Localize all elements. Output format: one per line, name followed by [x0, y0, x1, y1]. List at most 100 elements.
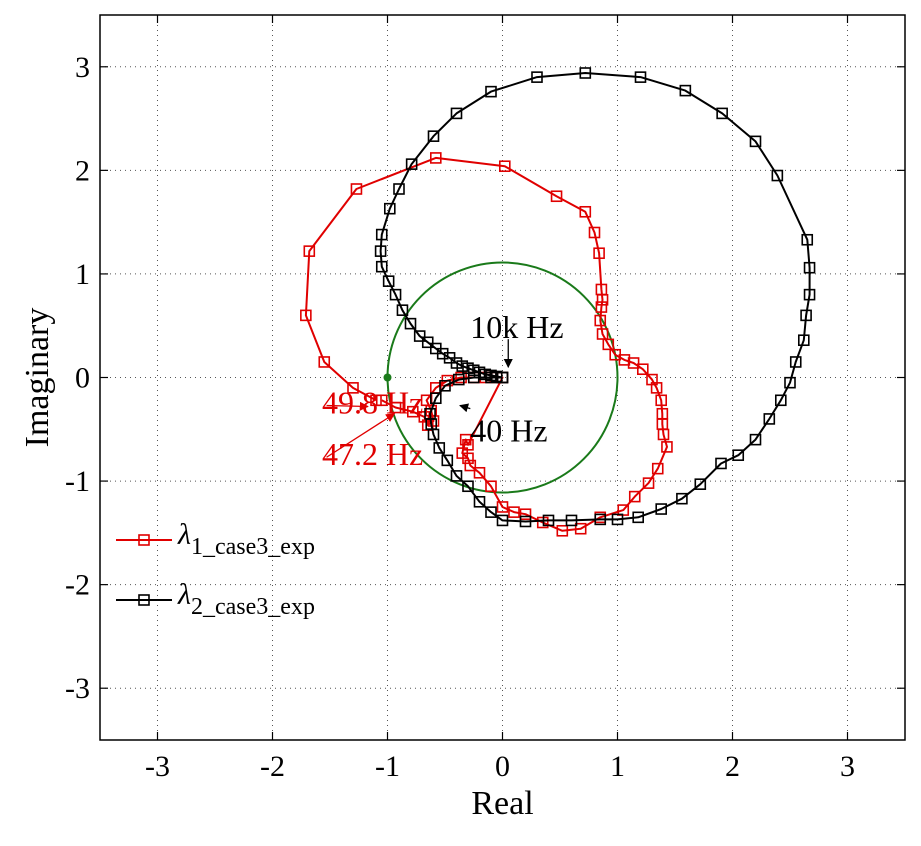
data-point-marker: [628, 490, 641, 503]
data-point-marker: [784, 376, 796, 389]
data-point-marker: [646, 373, 658, 386]
annotation-label: 10k Hz: [470, 309, 563, 345]
legend-symbol: λ: [177, 578, 191, 611]
y-tick-label: 3: [75, 51, 90, 84]
data-point-marker: [404, 317, 417, 330]
data-point-marker: [550, 190, 563, 203]
annotation-label: 40 Hz: [470, 412, 547, 448]
data-point-marker: [439, 379, 451, 392]
data-point-marker: [803, 261, 816, 274]
data-point-marker: [496, 501, 509, 513]
annotation-arrow: [326, 413, 396, 458]
data-point-marker: [406, 405, 419, 418]
x-tick-label: 2: [725, 750, 740, 783]
data-point-marker: [749, 433, 762, 446]
x-tick-label: -2: [260, 750, 285, 783]
data-point-marker: [801, 233, 814, 246]
data-point-marker: [609, 348, 622, 361]
y-tick-label: -3: [65, 672, 90, 705]
legend-marker: [138, 534, 150, 546]
x-axis-label: Real: [471, 785, 533, 822]
data-point-marker: [424, 407, 436, 420]
data-point-marker: [405, 158, 418, 170]
data-point-marker: [634, 71, 647, 83]
annotation-arrow: [459, 403, 471, 413]
data-point-marker: [413, 330, 426, 342]
x-tick-label: 1: [610, 750, 625, 783]
data-point-marker: [350, 183, 363, 195]
data-point-marker: [655, 503, 668, 515]
data-point-marker: [661, 441, 673, 453]
data-point-marker: [455, 371, 467, 384]
data-point-marker: [452, 373, 465, 386]
data-point-marker: [303, 245, 316, 257]
data-point-marker: [443, 352, 456, 364]
data-point-marker: [496, 371, 509, 384]
data-point-marker: [485, 85, 497, 98]
annotation-label: 47.2 Hz: [322, 436, 423, 472]
critical-point-marker: [383, 373, 392, 382]
data-point-marker: [803, 288, 816, 301]
data-point-marker: [396, 304, 409, 316]
data-point-marker: [593, 247, 605, 260]
data-point-marker: [496, 514, 509, 527]
data-point-marker: [763, 413, 776, 425]
tick-labels: -3 -2 -1 0 1 2 3 -3 -2 -1 0 1 2 3: [65, 15, 905, 783]
y-tick-label: 1: [75, 258, 90, 291]
legend-label: λ2_case3_exp: [177, 578, 315, 620]
data-point-marker: [789, 356, 802, 368]
data-point-marker: [531, 71, 543, 83]
data-point-marker: [611, 513, 624, 526]
data-point-marker: [596, 328, 609, 340]
data-point-marker: [519, 515, 532, 528]
series-1: [300, 152, 673, 537]
data-point-marker: [300, 309, 312, 322]
data-point-marker: [459, 433, 472, 446]
data-point-marker: [574, 522, 587, 535]
legend-symbol: λ: [177, 518, 191, 551]
data-point-marker: [467, 371, 480, 384]
x-tick-label: 0: [495, 750, 510, 783]
legend-subscript: 2_case3_exp: [191, 594, 315, 620]
y-tick-label: 0: [75, 362, 90, 395]
annotation-label: 49.8 Hz: [322, 384, 423, 420]
data-point-marker: [716, 107, 728, 120]
data-point-marker: [389, 401, 402, 414]
data-point-marker: [774, 394, 787, 407]
legend-subscript: 1_case3_exp: [191, 534, 315, 560]
data-point-marker: [375, 228, 388, 241]
data-point-marker: [318, 356, 331, 368]
annotation-arrow: [326, 401, 369, 411]
grid: [100, 15, 905, 740]
legend-marker: [138, 594, 150, 606]
data-point-marker: [347, 382, 359, 394]
series-2: [374, 67, 816, 528]
data-point-marker: [485, 506, 497, 518]
data-point-marker: [542, 514, 555, 527]
data-point-marker: [462, 452, 474, 465]
data-point-marker: [797, 334, 810, 347]
data-point-marker: [749, 135, 762, 148]
data-point-marker: [450, 470, 463, 482]
data-point-marker: [732, 449, 745, 461]
data-point-marker: [429, 392, 442, 405]
data-point-marker: [450, 107, 463, 120]
x-tick-label: 3: [840, 750, 855, 783]
data-point-marker: [565, 514, 578, 527]
legend-label: λ1_case3_exp: [177, 518, 315, 560]
data-point-marker: [642, 477, 655, 489]
data-point-marker: [679, 84, 692, 97]
data-point-marker: [429, 152, 442, 164]
data-point-marker: [441, 454, 454, 467]
data-point-marker: [579, 67, 592, 79]
data-point-marker: [627, 357, 640, 369]
data-point-marker: [464, 459, 477, 472]
data-point-marker: [595, 283, 608, 296]
data-point-marker: [655, 394, 668, 407]
data-point-marker: [632, 511, 645, 524]
data-point-marker: [485, 371, 497, 384]
data-point-marker: [656, 407, 669, 420]
data-point-marker: [389, 288, 402, 301]
